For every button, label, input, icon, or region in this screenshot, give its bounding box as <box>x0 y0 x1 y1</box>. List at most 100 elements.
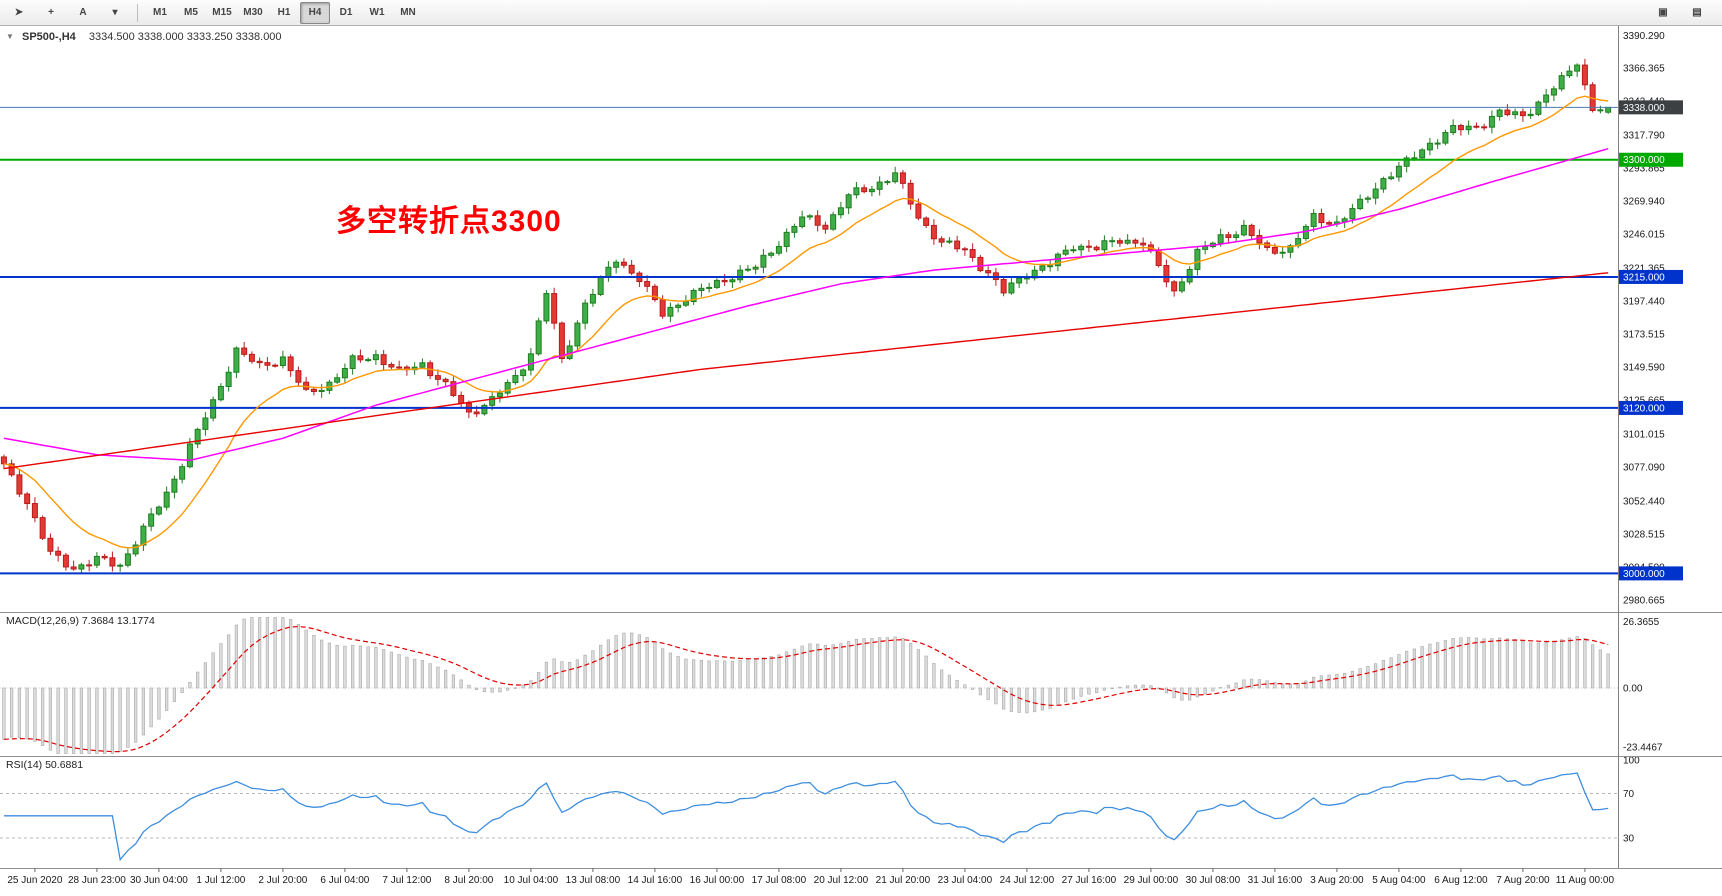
candle <box>1008 276 1015 295</box>
timeframe-m30[interactable]: M30 <box>243 7 263 18</box>
candle <box>644 275 651 293</box>
macd-histogram-bar <box>955 680 959 689</box>
rsi-axis-label: 100 <box>1623 756 1640 767</box>
time-axis-label: 14 Jul 16:00 <box>628 875 683 886</box>
price-axis-label: 3028.515 <box>1623 530 1665 541</box>
candle <box>1605 106 1612 114</box>
candle <box>1054 252 1061 272</box>
time-axis-label: 6 Aug 12:00 <box>1434 875 1488 886</box>
candle <box>186 437 193 469</box>
timeframe-h4[interactable]: H4 <box>300 1 330 24</box>
candle <box>613 259 620 274</box>
cursor-tool-icon[interactable]: ➤ <box>14 7 24 18</box>
price-axis[interactable]: 3390.2903366.3653342.4403317.7903293.865… <box>1619 31 1683 607</box>
objects-menu-icon[interactable]: ▾ <box>112 7 118 18</box>
candle <box>822 221 829 234</box>
macd-histogram-bar <box>1079 687 1083 697</box>
macd-histogram-bar <box>1366 666 1370 689</box>
macd-histogram-bar <box>1180 687 1184 701</box>
candle <box>861 184 868 194</box>
time-axis-label: 31 Jul 16:00 <box>1248 875 1303 886</box>
candle <box>388 362 395 370</box>
candle <box>907 179 914 210</box>
macd-histogram-bar <box>103 687 107 754</box>
main-chart-panel[interactable] <box>0 58 1618 575</box>
candle <box>752 264 759 275</box>
toolbar-separator <box>137 3 138 22</box>
candle <box>597 275 604 297</box>
macd-histogram-bar <box>1048 687 1052 709</box>
candle <box>1085 239 1092 252</box>
candle <box>295 366 302 387</box>
timeframe-d1[interactable]: D1 <box>339 7 353 18</box>
chart-annotation-text[interactable]: 多空转折点3300 <box>336 205 562 238</box>
macd-histogram-bar <box>413 658 417 689</box>
candle <box>349 353 356 375</box>
macd-histogram-bar <box>366 646 370 689</box>
macd-histogram-bar <box>327 642 332 689</box>
macd-histogram-bar <box>1459 637 1463 689</box>
candle <box>396 360 403 370</box>
chart-list-icon[interactable]: ▤ <box>1692 7 1702 18</box>
chart-menu-icon[interactable]: ▼ <box>6 32 14 41</box>
macd-histogram-bar <box>940 669 944 689</box>
candle <box>1000 277 1007 297</box>
macd-histogram-bar <box>33 687 37 742</box>
rsi-panel[interactable]: 100 70 30 <box>0 756 1640 862</box>
candle <box>845 193 852 215</box>
time-axis-label: 6 Jul 04:00 <box>320 875 369 886</box>
macd-histogram-bar <box>165 687 169 711</box>
price-axis-label: 3221.365 <box>1623 264 1665 275</box>
candle <box>806 214 813 220</box>
price-axis-label: 3293.865 <box>1623 164 1665 175</box>
time-axis-label: 3 Aug 20:00 <box>1310 875 1364 886</box>
macd-histogram-bar <box>1436 642 1440 689</box>
timeframe-h1[interactable]: H1 <box>277 7 291 18</box>
candle <box>310 387 317 396</box>
candle <box>675 303 682 313</box>
candle <box>1519 108 1526 122</box>
timeframe-w1[interactable]: W1 <box>369 7 385 18</box>
candle <box>721 274 728 286</box>
timeframe-m5[interactable]: M5 <box>184 7 198 18</box>
macd-histogram-bar <box>1490 638 1494 689</box>
macd-histogram-bar <box>738 660 742 689</box>
candle <box>1419 148 1426 160</box>
candle <box>372 349 379 366</box>
timeframe-mn[interactable]: MN <box>400 7 416 18</box>
text-tool-icon[interactable]: A <box>79 7 87 18</box>
candle <box>1202 240 1209 255</box>
svg-text:3300.000: 3300.000 <box>1623 155 1665 166</box>
macd-histogram-bar <box>1567 637 1571 689</box>
timeframe-m1[interactable]: M1 <box>153 7 167 18</box>
ma-mid-line <box>3 147 1609 462</box>
candle <box>1395 161 1402 182</box>
time-axis[interactable]: 25 Jun 2020 28 Jun 23:00 30 Jun 04:00 1 Jul… <box>0 868 1722 886</box>
chart-window-icon[interactable]: ▣ <box>1658 7 1668 18</box>
macd-histogram-bar <box>1056 687 1060 706</box>
macd-histogram-bar <box>599 644 603 689</box>
macd-panel[interactable]: 26.3655 0.00 -23.4467 <box>0 617 1663 754</box>
ma-slow-line <box>3 272 1609 470</box>
timeframe-m15[interactable]: M15 <box>212 7 232 18</box>
candle <box>620 258 627 269</box>
macd-histogram-bar <box>870 638 874 689</box>
macd-histogram-bar <box>785 651 789 689</box>
macd-histogram-bar <box>1033 687 1037 713</box>
macd-histogram-bar <box>506 687 510 691</box>
candle <box>132 541 139 557</box>
crosshair-tool-icon[interactable]: + <box>48 7 54 18</box>
macd-histogram-bar <box>1498 637 1502 689</box>
time-axis-label: 7 Jul 12:00 <box>382 875 431 886</box>
candle <box>1535 100 1542 117</box>
price-axis-label: 3246.015 <box>1623 230 1665 241</box>
candle <box>62 553 69 571</box>
macd-histogram-bar <box>490 687 494 693</box>
candle <box>535 317 542 356</box>
macd-histogram-bar <box>862 638 866 689</box>
candle <box>636 271 643 287</box>
candle <box>923 216 930 229</box>
candle <box>1031 265 1038 281</box>
timeframe-group: M1 M5 M15 M30 H1 H4 D1 W1 MN <box>145 1 423 24</box>
